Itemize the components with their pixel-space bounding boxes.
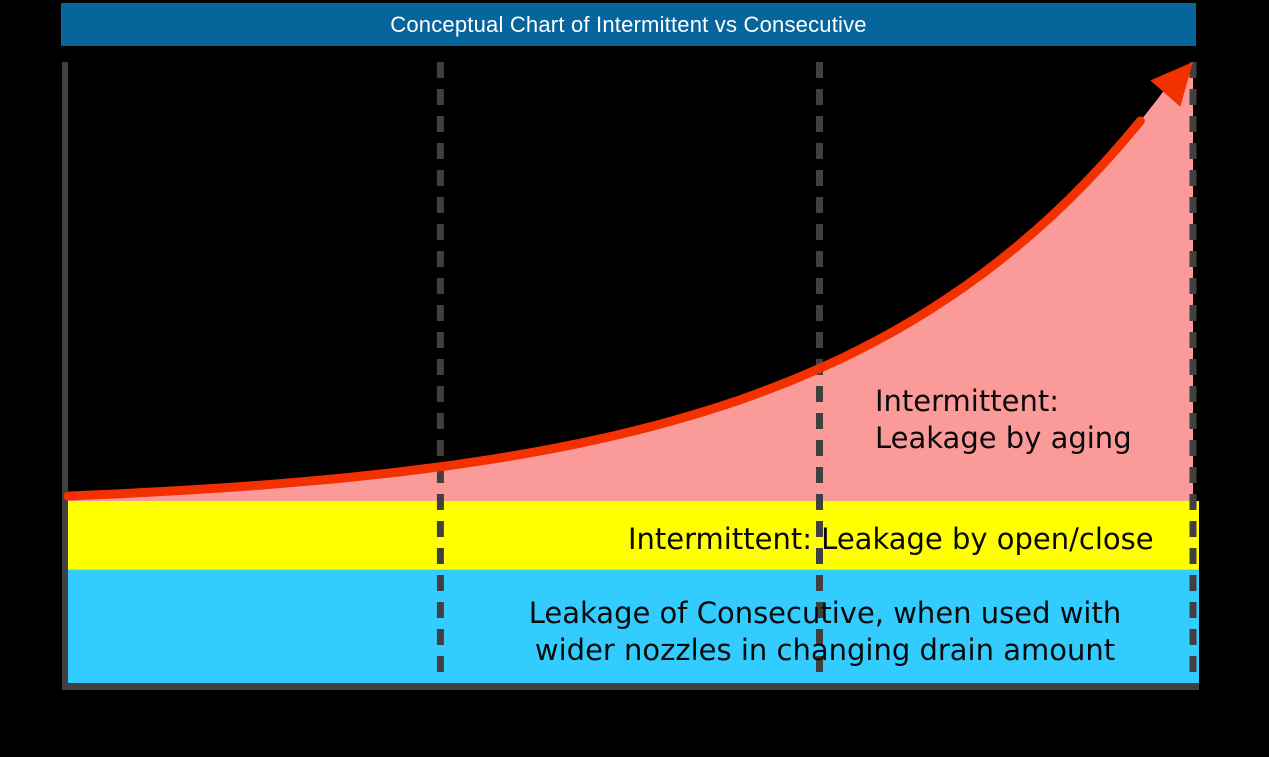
label-leakage-of-consecutive-line1: Leakage of Consecutive, when used with [528, 596, 1122, 630]
band-consecutive-leakage [68, 570, 1199, 683]
label-leakage-by-aging-line1: Intermittent: [875, 384, 1059, 418]
label-leakage-by-aging-line2: Leakage by aging [875, 421, 1132, 455]
label-leakage-by-open-close: Intermittent: Leakage by open/close [628, 522, 1154, 556]
x-axis-line [62, 683, 1199, 690]
title-bar: Conceptual Chart of Intermittent vs Cons… [61, 3, 1196, 46]
area-leakage-by-aging [68, 62, 1193, 501]
label-leakage-by-aging: Intermittent: Leakage by aging [875, 383, 1132, 457]
band-open-close-leakage [68, 501, 1199, 570]
curve-arrowhead-icon [1150, 62, 1193, 107]
label-leakage-of-consecutive: Leakage of Consecutive, when used with w… [430, 595, 1220, 669]
y-axis-line [62, 62, 68, 690]
label-leakage-of-consecutive-line2: wider nozzles in changing drain amount [534, 633, 1116, 667]
exponential-curve [63, 116, 1145, 501]
page-title: Conceptual Chart of Intermittent vs Cons… [390, 11, 867, 37]
